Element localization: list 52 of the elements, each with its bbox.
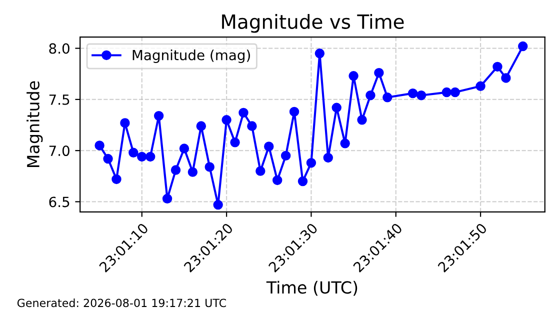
point	[518, 41, 528, 52]
point	[298, 176, 308, 186]
point	[230, 138, 240, 148]
point	[416, 90, 426, 100]
point	[94, 140, 104, 150]
point	[314, 48, 325, 58]
point	[280, 150, 291, 161]
point	[357, 115, 367, 125]
y-tick-label: 7.5	[49, 94, 70, 105]
point	[442, 87, 452, 98]
point	[179, 144, 190, 154]
point	[501, 73, 511, 83]
point	[204, 162, 214, 172]
point	[408, 88, 418, 98]
point	[272, 175, 282, 186]
point	[188, 167, 198, 177]
point	[332, 102, 342, 112]
point	[145, 152, 156, 162]
y-axis-title: Magnitude	[26, 81, 43, 168]
y-tick-label: 7.0	[49, 146, 70, 156]
point	[196, 121, 206, 131]
point	[222, 115, 232, 125]
point	[374, 68, 384, 78]
y-tick-label: 8.0	[49, 43, 70, 54]
point	[366, 90, 376, 100]
x-axis-title: Time (UTC)	[266, 280, 358, 296]
point	[103, 154, 113, 164]
point	[137, 152, 147, 162]
point	[112, 174, 122, 184]
point	[170, 165, 181, 175]
point	[120, 118, 130, 128]
point	[264, 142, 274, 152]
point	[162, 194, 172, 204]
point	[348, 71, 358, 81]
point	[492, 62, 502, 72]
point	[247, 121, 257, 131]
point	[128, 148, 138, 158]
point	[382, 92, 392, 102]
y-tick-label: 6.5	[49, 196, 70, 208]
point	[238, 108, 248, 118]
legend-label: Magnitude (mag)	[132, 50, 250, 63]
point	[306, 158, 316, 168]
point	[450, 87, 460, 98]
chart-title: Magnitude vs Time	[222, 14, 404, 33]
point	[213, 200, 223, 210]
text: Generated: 2026-08-01 19:17:21 UTC	[17, 298, 226, 308]
point	[256, 166, 266, 176]
point	[476, 81, 486, 92]
point	[154, 110, 164, 121]
point	[340, 138, 350, 148]
point	[289, 106, 300, 117]
point	[323, 152, 334, 163]
